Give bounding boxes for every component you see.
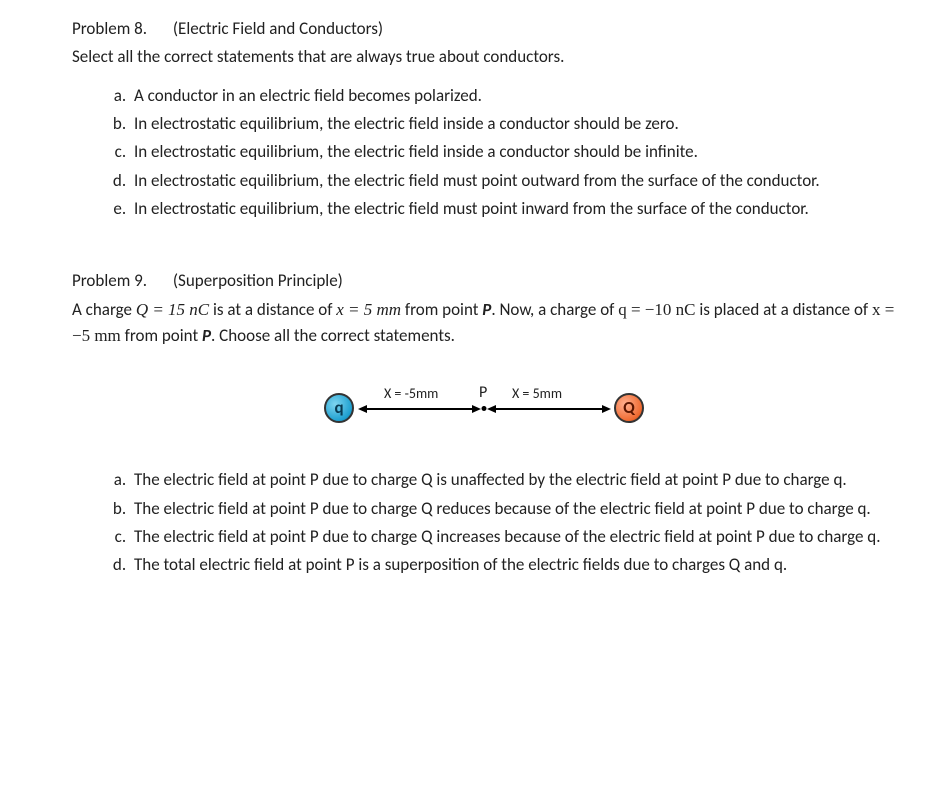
problem9-choice-d: The total electric field at point P is a… [130,552,896,578]
axis-line-left [366,408,472,409]
p9-txt: . Now, a charge of [491,299,618,320]
diagram-right-label: X = 5mm [512,383,562,405]
point-p-icon [482,406,487,411]
arrowhead-icon [602,405,611,413]
p9-qeq: q = −10 nC [618,300,695,319]
p9-txt: is at a distance of [209,299,336,320]
problem9-header: Problem 9. (Superposition Principle) [72,268,896,294]
problem8-choice-c: In electrostatic equilibrium, the electr… [130,139,896,165]
p9-txt: from point [401,299,482,320]
axis-line-right [496,408,602,409]
problem9-title: (Superposition Principle) [173,270,343,291]
problem9-intro: A charge Q = 15 nC is at a distance of x… [72,297,896,350]
p9-txt: A charge [72,299,136,320]
diagram-left-label: X = -5mm [384,383,438,405]
problem8-title: (Electric Field and Conductors) [173,18,383,39]
problem8-label: Problem 8. [72,16,147,42]
problem8-header: Problem 8. (Electric Field and Conductor… [72,16,896,42]
problem9-choice-c: The electric field at point P due to cha… [130,524,896,550]
problem8-choice-a: A conductor in an electric field becomes… [130,83,896,109]
p9-txt: . Choose all the correct statements. [211,325,455,346]
page: Problem 8. (Electric Field and Conductor… [0,0,952,613]
charge-q-icon: q [324,393,354,423]
problem8-choice-b: In electrostatic equilibrium, the electr… [130,111,896,137]
problem8-choice-e: In electrostatic equilibrium, the electr… [130,196,896,222]
problem8-intro: Select all the correct statements that a… [72,44,896,70]
p9-xeq1: x = 5 mm [336,300,401,319]
problem8-choice-d: In electrostatic equilibrium, the electr… [130,168,896,194]
p9-P2: P [202,325,211,346]
p9-txt: from point [121,325,202,346]
arrowhead-icon [487,405,496,413]
charge-Q-icon: Q [614,393,644,423]
problem9-choice-a: The electric field at point P due to cha… [130,467,896,493]
problem9-diagram: q X = -5mm P X = 5mm Q [324,379,644,427]
problem8-choices: A conductor in an electric field becomes… [72,83,896,223]
p9-txt: is placed at a distance of [695,299,871,320]
p9-P: P [482,299,491,320]
problem9-choices: The electric field at point P due to cha… [72,467,896,578]
diagram-P-label: P [479,381,487,406]
p9-Qeq: Q = 15 nC [136,300,209,319]
problem9-label: Problem 9. [72,268,147,294]
problem9-choice-b: The electric field at point P due to cha… [130,496,896,522]
